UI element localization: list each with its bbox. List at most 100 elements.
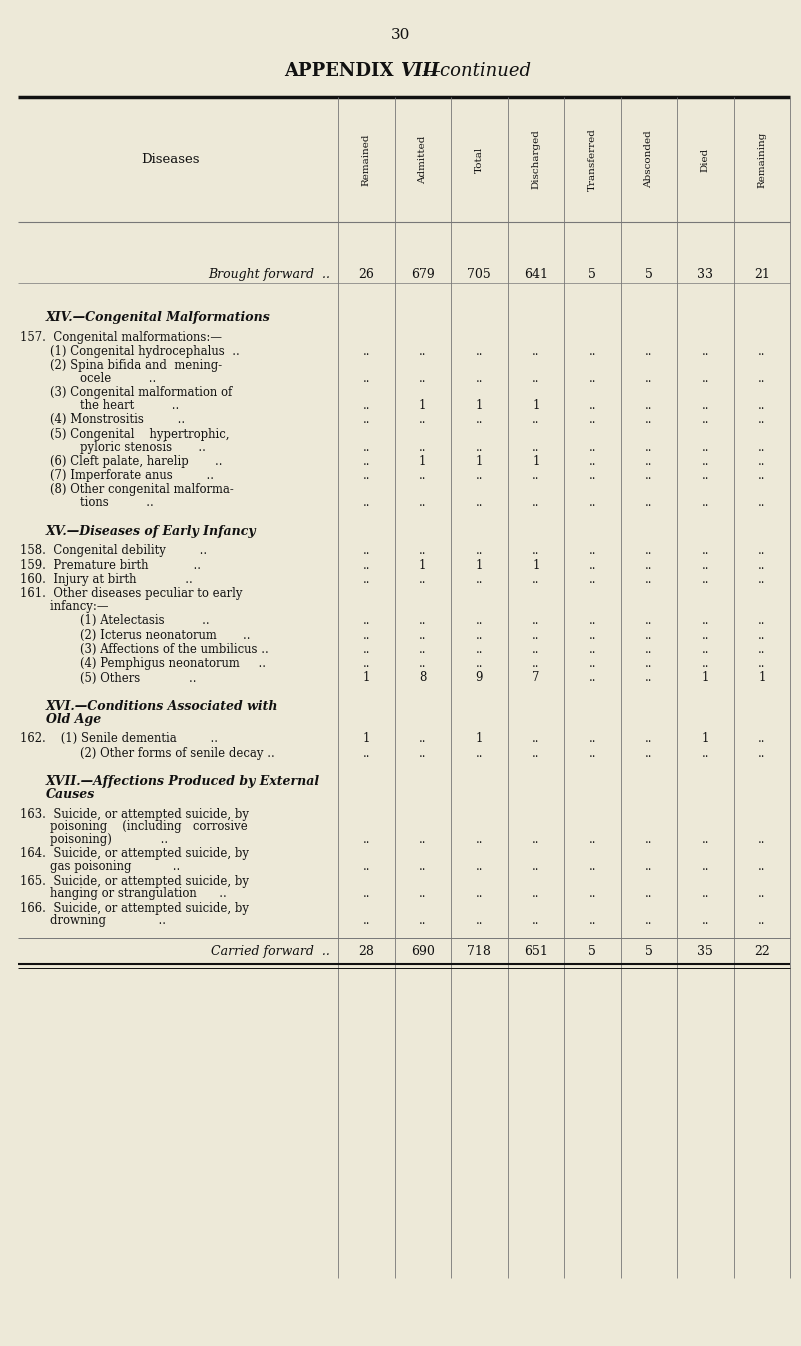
Text: ..: .. <box>419 914 426 927</box>
Text: ..: .. <box>758 455 766 468</box>
Text: ..: .. <box>476 614 483 627</box>
Text: ..: .. <box>758 440 766 454</box>
Text: ..: .. <box>645 643 653 656</box>
Text: Discharged: Discharged <box>531 129 540 190</box>
Text: VIII: VIII <box>400 62 440 79</box>
Text: Carried forward  ..: Carried forward .. <box>211 945 330 958</box>
Text: 165.  Suicide, or attempted suicide, by: 165. Suicide, or attempted suicide, by <box>20 875 249 887</box>
Text: ..: .. <box>758 833 766 847</box>
Text: ..: .. <box>645 833 653 847</box>
Text: 35: 35 <box>698 945 713 958</box>
Text: ..: .. <box>532 887 540 900</box>
Text: ..: .. <box>363 914 370 927</box>
Text: ..: .. <box>419 573 426 586</box>
Text: ..: .. <box>758 371 766 385</box>
Text: ..: .. <box>363 400 370 412</box>
Text: 1: 1 <box>419 400 426 412</box>
Text: XV.—Diseases of Early Infancy: XV.—Diseases of Early Infancy <box>46 525 256 537</box>
Text: gas poisoning           ..: gas poisoning .. <box>20 860 180 874</box>
Text: ..: .. <box>702 614 709 627</box>
Text: ..: .. <box>476 747 483 759</box>
Text: ..: .. <box>645 400 653 412</box>
Text: ..: .. <box>758 413 766 427</box>
Text: 28: 28 <box>358 945 374 958</box>
Text: hanging or strangulation      ..: hanging or strangulation .. <box>20 887 227 900</box>
Text: 1: 1 <box>419 559 426 572</box>
Text: ..: .. <box>758 914 766 927</box>
Text: 160.  Injury at birth             ..: 160. Injury at birth .. <box>20 573 193 586</box>
Text: 679: 679 <box>411 268 435 281</box>
Text: ..: .. <box>419 371 426 385</box>
Text: ..: .. <box>589 440 596 454</box>
Text: 5: 5 <box>588 268 596 281</box>
Text: ..: .. <box>419 833 426 847</box>
Text: ..: .. <box>702 440 709 454</box>
Text: 163.  Suicide, or attempted suicide, by: 163. Suicide, or attempted suicide, by <box>20 808 249 821</box>
Text: ..: .. <box>476 470 483 482</box>
Text: Total: Total <box>475 147 484 172</box>
Text: 1: 1 <box>476 400 483 412</box>
Text: ..: .. <box>363 440 370 454</box>
Text: ..: .. <box>589 643 596 656</box>
Text: 1: 1 <box>476 559 483 572</box>
Text: ..: .. <box>532 345 540 358</box>
Text: ..: .. <box>758 559 766 572</box>
Text: 1: 1 <box>532 559 539 572</box>
Text: ..: .. <box>476 914 483 927</box>
Text: ..: .. <box>758 614 766 627</box>
Text: 1: 1 <box>702 732 709 746</box>
Text: 1: 1 <box>702 672 709 685</box>
Text: ..: .. <box>758 400 766 412</box>
Text: (7) Imperforate anus         ..: (7) Imperforate anus .. <box>20 470 214 482</box>
Text: ..: .. <box>363 629 370 642</box>
Text: ..: .. <box>645 544 653 557</box>
Text: ..: .. <box>589 887 596 900</box>
Text: ..: .. <box>645 860 653 874</box>
Text: ..: .. <box>589 747 596 759</box>
Text: ..: .. <box>476 629 483 642</box>
Text: 33: 33 <box>697 268 713 281</box>
Text: Remaining: Remaining <box>757 132 767 187</box>
Text: 705: 705 <box>467 268 491 281</box>
Text: ..: .. <box>758 544 766 557</box>
Text: the heart          ..: the heart .. <box>20 400 179 412</box>
Text: poisoning    (including   corrosive: poisoning (including corrosive <box>20 821 248 833</box>
Text: ..: .. <box>363 470 370 482</box>
Text: ..: .. <box>363 497 370 509</box>
Text: ..: .. <box>363 643 370 656</box>
Text: ..: .. <box>702 470 709 482</box>
Text: (4) Pemphigus neonatorum     ..: (4) Pemphigus neonatorum .. <box>20 657 266 670</box>
Text: ..: .. <box>645 345 653 358</box>
Text: ..: .. <box>532 657 540 670</box>
Text: ..: .. <box>645 497 653 509</box>
Text: 166.  Suicide, or attempted suicide, by: 166. Suicide, or attempted suicide, by <box>20 902 249 915</box>
Text: ..: .. <box>758 470 766 482</box>
Text: 22: 22 <box>754 945 770 958</box>
Text: Transferred: Transferred <box>588 128 597 191</box>
Text: ..: .. <box>702 345 709 358</box>
Text: ..: .. <box>702 914 709 927</box>
Text: 8: 8 <box>419 672 426 685</box>
Text: ..: .. <box>363 413 370 427</box>
Text: ..: .. <box>589 629 596 642</box>
Text: ..: .. <box>702 413 709 427</box>
Text: APPENDIX: APPENDIX <box>284 62 400 79</box>
Text: ..: .. <box>758 345 766 358</box>
Text: ..: .. <box>589 614 596 627</box>
Text: ..: .. <box>363 747 370 759</box>
Text: ..: .. <box>532 643 540 656</box>
Text: 1: 1 <box>758 672 766 685</box>
Text: ..: .. <box>645 413 653 427</box>
Text: ..: .. <box>702 400 709 412</box>
Text: (1) Atelectasis          ..: (1) Atelectasis .. <box>20 614 210 627</box>
Text: ..: .. <box>419 413 426 427</box>
Text: ..: .. <box>702 455 709 468</box>
Text: ..: .. <box>363 573 370 586</box>
Text: ..: .. <box>419 497 426 509</box>
Text: ..: .. <box>476 887 483 900</box>
Text: ..: .. <box>419 470 426 482</box>
Text: 9: 9 <box>476 672 483 685</box>
Text: (1) Congenital hydrocephalus  ..: (1) Congenital hydrocephalus .. <box>20 345 239 358</box>
Text: ..: .. <box>645 573 653 586</box>
Text: ..: .. <box>419 629 426 642</box>
